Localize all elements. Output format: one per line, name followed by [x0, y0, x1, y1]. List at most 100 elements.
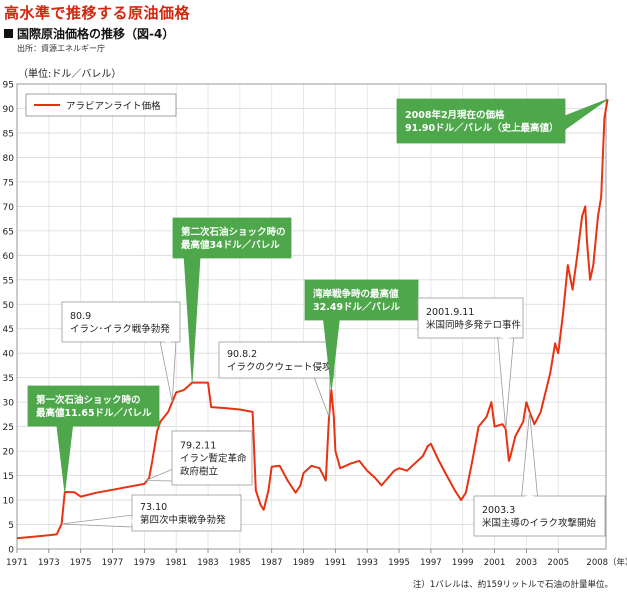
- callout-joint: [314, 377, 330, 378]
- callout-text: 第一次石油ショック時の: [36, 394, 141, 406]
- callout-text: イラン･イラク戦争勃発: [70, 323, 170, 335]
- legend-label: アラビアンライト価格: [66, 100, 161, 112]
- callout-box: [131, 494, 242, 532]
- callout-text: 2008年2月現在の価格: [405, 109, 505, 121]
- callout-joint: [521, 495, 538, 497]
- x-tick-label: 1973: [38, 558, 60, 568]
- callout-box: [473, 495, 606, 537]
- callout-box: [171, 430, 253, 486]
- x-tick-label: 1987: [261, 558, 283, 568]
- source-note: 出所：資源エネルギー庁: [17, 44, 105, 53]
- x-tick-label: 2001: [484, 558, 506, 568]
- y-tick-label: 0: [8, 546, 14, 556]
- callout-text: 最高値11.65ドル／バレル: [36, 407, 152, 419]
- x-tick-label: 1977: [102, 558, 124, 568]
- callout-pointer: [183, 256, 201, 383]
- callout-joint: [497, 337, 514, 339]
- x-tick-label: 1991: [325, 558, 347, 568]
- callout-text: 第四次中東戦争勃発: [140, 514, 226, 526]
- callout-pointer: [313, 376, 331, 417]
- square-bullet-icon: [4, 29, 13, 38]
- x-tick-label: 1971: [6, 558, 28, 568]
- y-tick-label: 25: [3, 423, 14, 433]
- figure-title: 国際原油価格の推移（図-4）: [4, 25, 174, 42]
- y-tick-label: 15: [3, 472, 14, 482]
- callout-pointer: [61, 514, 134, 528]
- callout-pointer: [497, 336, 515, 430]
- callout-text: 91.90ドル／バレル（史上最高値）: [405, 122, 559, 134]
- callout-text: 73.10: [140, 502, 167, 513]
- callout-text: 最高値34ドル／バレル: [181, 239, 280, 251]
- callout-pointer: [56, 424, 74, 493]
- callout-text: 米国同時多発テロ事件: [426, 319, 522, 331]
- y-tick-label: 75: [3, 178, 14, 188]
- callout-pointer: [563, 98, 608, 131]
- callout-box: [396, 98, 566, 144]
- x-tick-label: 2005: [547, 558, 569, 568]
- callout-text: 80.9: [70, 311, 91, 322]
- callout-text: イラクのクウェート侵攻: [227, 361, 332, 373]
- y-tick-label: 35: [3, 374, 14, 384]
- callouts: 第一次石油ショック時の最高値11.65ドル／バレル80.9イラン･イラク戦争勃発…: [27, 98, 608, 537]
- callout-box: [172, 217, 292, 259]
- axes: [16, 83, 607, 553]
- callout-text: イラン暫定革命: [180, 453, 247, 465]
- x-tick-label: 1999: [452, 558, 474, 568]
- callout-text: 政府樹立: [180, 466, 218, 478]
- y-tick-label: 45: [3, 325, 14, 335]
- y-tick-label: 40: [3, 350, 15, 360]
- legend: アラビアンライト価格: [25, 93, 177, 117]
- callout-joint: [564, 116, 565, 131]
- callout-joint: [160, 341, 176, 343]
- callout-joint: [56, 425, 73, 427]
- y-tick-label: 90: [3, 105, 15, 115]
- y-tick-label: 20: [3, 448, 15, 458]
- x-tick-label: 1983: [197, 558, 219, 568]
- callout-box: [218, 341, 335, 379]
- x-tick-label: 1995: [388, 558, 410, 568]
- plot-frame: [16, 83, 607, 550]
- callout-text: 32.49ドル／バレル: [313, 301, 401, 313]
- y-tick-label: 70: [3, 203, 15, 213]
- x-tick-label: 1981: [165, 558, 187, 568]
- callout-pointer: [159, 340, 177, 403]
- y-tick-label: 80: [3, 154, 15, 164]
- y-tick-label: 10: [3, 497, 15, 507]
- y-tick-label: 55: [3, 276, 14, 286]
- x-tick-label: 1975: [70, 558, 92, 568]
- figure-title-text: 国際原油価格の推移（図-4）: [17, 27, 175, 41]
- callout-text: 湾岸戦争時の最高値: [313, 288, 399, 300]
- callout-joint: [131, 515, 133, 527]
- y-tick-label: 60: [3, 252, 15, 262]
- callout-box: [304, 279, 419, 321]
- callout-joint: [184, 257, 201, 260]
- y-tick-label: 5: [8, 521, 14, 531]
- x-tick-label: 2003: [516, 558, 538, 568]
- x-tick-label: 1979: [134, 558, 156, 568]
- x-tick-label: 1993: [356, 558, 378, 568]
- x-tick-label: 1997: [420, 558, 442, 568]
- callout-text: 米国主導のイラク攻撃開始: [482, 517, 597, 529]
- y-tick-label: 65: [3, 227, 14, 237]
- series-layer: [16, 99, 609, 540]
- footnote: 注）1バレルは、約159リットルで石油の計量単位。: [412, 580, 613, 590]
- x-tick-labels: 1971 1973 1975 1977 1979 1981 1983 1985 1987 1989…: [6, 557, 627, 568]
- callout-text: 79.2.11: [180, 441, 216, 452]
- x-tick-label: 1985: [229, 558, 251, 568]
- y-tick-label: 95: [3, 81, 14, 91]
- x-tick-label: 1989: [293, 558, 315, 568]
- callout-box: [61, 301, 181, 343]
- callout-text: 2001.9.11: [426, 307, 474, 318]
- y-tick-label: 30: [3, 399, 15, 409]
